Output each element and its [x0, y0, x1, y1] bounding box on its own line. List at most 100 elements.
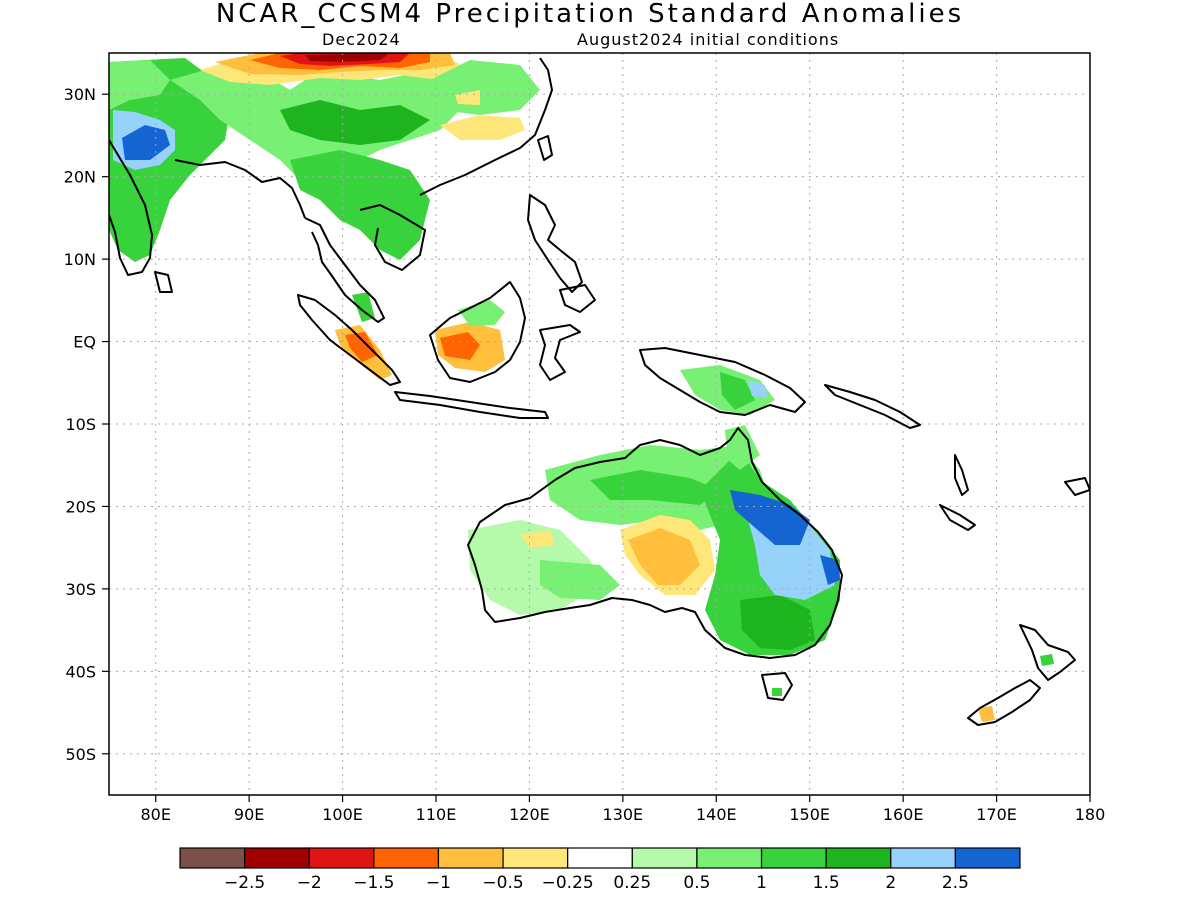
shade-china-darkest [305, 53, 390, 62]
colorbar-label: −2.5 [224, 873, 265, 893]
shade-aus-east-dark [740, 595, 815, 650]
shade-borneo-green [458, 300, 505, 326]
lat-label: 40S [65, 662, 96, 681]
colorbar-swatch [373, 847, 440, 869]
coast-newcaledonia [939, 504, 976, 531]
lat-label: 50S [65, 745, 96, 764]
lat-label: 30N [64, 85, 96, 104]
shade-east-china-dry [440, 115, 525, 140]
coast-indochina [359, 204, 426, 271]
shade-tibet-dark [280, 100, 430, 145]
colorbar-swatch [696, 847, 763, 869]
colorbar-swatch [825, 847, 892, 869]
shade-sumatra-red [345, 332, 378, 362]
shade-aus-dry-west [520, 530, 555, 548]
lon-label: 160E [883, 805, 924, 824]
coast-sumatra [297, 294, 401, 386]
colorbar-label: −0.25 [542, 873, 594, 893]
coast-vietnam-china [419, 57, 553, 196]
colorbar-swatch [760, 847, 827, 869]
colorbar-label: −1 [426, 873, 451, 893]
colorbar-swatch [567, 847, 633, 869]
lat-label: 30S [65, 580, 96, 599]
coast-philippines [527, 194, 583, 293]
colorbar-swatch [437, 847, 504, 869]
lon-label: 80E [140, 805, 170, 824]
shade-borneo-red [440, 332, 480, 360]
lon-label: 110E [416, 805, 457, 824]
shade-png-blue [748, 380, 768, 398]
coast-tasmania [761, 672, 793, 701]
coast-srilanka [154, 271, 173, 293]
coast-solomons [824, 384, 921, 429]
anomaly-shading [109, 53, 1054, 722]
shade-india-light [109, 60, 170, 110]
lon-label: 140E [696, 805, 737, 824]
coast-bay-bengal [174, 159, 306, 219]
coast-sulawesi [539, 324, 581, 381]
shade-aus-dry-orange [628, 528, 700, 585]
lat-label: EQ [73, 333, 96, 352]
shade-mainland-sea [290, 150, 430, 260]
lon-label: 170E [976, 805, 1017, 824]
gridlines [109, 53, 1090, 795]
coast-java [394, 391, 549, 419]
coast-taiwan [537, 135, 553, 161]
shade-aus-south-light [540, 560, 620, 600]
colorbar-label: 2.5 [942, 873, 969, 893]
shade-nz-dry [978, 706, 995, 722]
lon-label: 120E [509, 805, 550, 824]
axis-ticks [102, 93, 1091, 802]
coast-vanuatu [954, 454, 969, 496]
colorbar-label: 0.5 [683, 873, 710, 893]
coast-india [109, 139, 153, 276]
shade-tas [772, 688, 782, 696]
coast-nz-south [967, 679, 1041, 726]
lon-label: 180 [1075, 805, 1106, 824]
shade-india [109, 58, 230, 262]
colorbar-label: 2 [885, 873, 896, 893]
colorbar-swatch [308, 847, 375, 869]
lat-label: 10S [65, 415, 96, 434]
colorbar-label: 1 [756, 873, 767, 893]
coast-nz-north [1019, 624, 1076, 681]
colorbar-label: −0.5 [482, 873, 523, 893]
coast-fiji [1064, 477, 1090, 496]
colorbar-label: 1.5 [813, 873, 840, 893]
colorbar-label: −1.5 [353, 873, 394, 893]
shade-india-darkblue [122, 125, 170, 160]
shade-aus-north-dark [590, 470, 720, 505]
lon-label: 130E [603, 805, 644, 824]
colorbar-label: 0.25 [613, 873, 651, 893]
colorbar-swatch [890, 847, 956, 869]
colorbar-swatch [631, 847, 698, 869]
colorbar-swatch [179, 847, 246, 869]
lon-label: 150E [789, 805, 830, 824]
lat-label: 20S [65, 497, 96, 516]
colorbar-swatch [502, 847, 569, 869]
coast-borneo [429, 281, 526, 383]
colorbar-swatch [954, 847, 1021, 869]
colorbar-labels: −2.5 −2 −1.5 −1 −0.5 −0.25 0.25 0.5 1 1.5 2 2.5 [224, 873, 969, 893]
target-month: Dec2024 [322, 30, 401, 49]
coast-mindanao [559, 284, 596, 313]
init-conditions: August2024 initial conditions [577, 30, 840, 49]
lon-label: 90E [234, 805, 264, 824]
coast-newguinea [639, 347, 806, 416]
coast-australia [467, 427, 843, 659]
coast-malay [304, 217, 385, 323]
longitude-labels: 80E 90E 100E 110E 120E 130E 140E 150E 160E 170E 18… [140, 805, 1105, 824]
lat-label: 20N [64, 168, 96, 187]
lon-label: 100E [322, 805, 363, 824]
map-title: NCAR_CCSM4 Precipitation Standard Anomal… [215, 0, 965, 29]
coastlines [109, 57, 1090, 726]
shade-aus-east-darkblue [730, 490, 810, 545]
latitude-labels: 30N 20N 10N EQ 10S 20S 30S 40S 50S [64, 85, 96, 764]
shade-nz-green [1040, 654, 1054, 666]
colorbar [179, 847, 1021, 869]
lat-label: 10N [64, 250, 96, 269]
shade-png-dark [720, 372, 755, 410]
colorbar-label: −2 [297, 873, 322, 893]
colorbar-swatch [244, 847, 310, 869]
